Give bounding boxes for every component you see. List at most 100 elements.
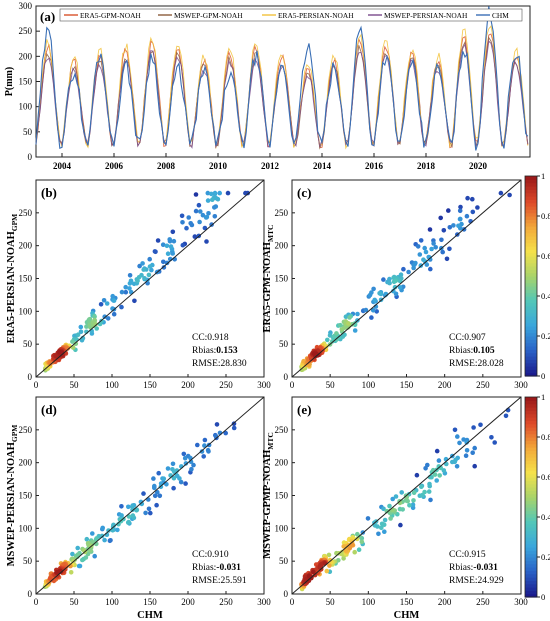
x-tick-label: 100 [362, 380, 376, 390]
x-tick-label: 100 [105, 380, 119, 390]
scatter-point [157, 493, 163, 499]
x-tick-label: 250 [219, 597, 233, 607]
y-tick-label: 100 [275, 523, 289, 533]
scatter-point [381, 506, 386, 512]
scatter-point [146, 272, 152, 278]
scatter-point [180, 242, 186, 248]
scatter-point [105, 316, 111, 321]
colorbar-segment [525, 309, 537, 314]
colorbar-segment [525, 507, 537, 511]
stat-rbias-label: Rbias: [449, 346, 473, 356]
x-tick-label: 300 [514, 380, 528, 390]
y-axis-label-main: ERA5-GPM-NOAH [262, 242, 273, 332]
scatter-point [390, 496, 396, 502]
legend-entry: ERA5-GPM-NOAH [80, 11, 141, 20]
scatter-point [371, 286, 376, 292]
colorbar-segment [525, 457, 537, 461]
colorbar-segment [525, 219, 537, 224]
scatter-point [181, 451, 187, 457]
scatter-point [387, 280, 392, 286]
scatter-point [78, 324, 84, 330]
scatter-point [343, 325, 348, 330]
y-tick-label: 50 [23, 339, 33, 349]
colorbar-segment [525, 540, 537, 545]
y-axis-label-subscript: GPM [10, 425, 19, 443]
scatter-point [110, 306, 115, 311]
scatter-point [126, 519, 131, 525]
colorbar-segment [525, 530, 537, 535]
scatter-point [457, 440, 462, 446]
scatter-point [164, 482, 169, 487]
stat-rbias: Rbias:0.153 [192, 346, 238, 356]
x-tick-label: 150 [143, 380, 157, 390]
stat-rbias: Rbias:-0.031 [449, 563, 498, 573]
scatter-point [134, 507, 140, 513]
scatter-point [93, 322, 98, 327]
scatter-point [422, 245, 428, 251]
scatter-point [441, 468, 447, 473]
scatter-point [370, 308, 376, 313]
scatter-point [388, 516, 393, 521]
y-axis-label-main: MSWEP-PERSIAN-NOAH [6, 442, 17, 566]
scatter-point [423, 466, 428, 471]
scatter-point [434, 478, 440, 483]
scatter-point [151, 476, 156, 481]
scatter-point [92, 553, 97, 559]
colorbar-segment [525, 189, 537, 194]
x-tick-label: 50 [70, 380, 80, 390]
y-axis-label: P(mm) [4, 67, 15, 96]
scatter-point [92, 314, 97, 319]
scatter-point [164, 260, 170, 266]
scatter-point [126, 514, 132, 519]
scatter-point [444, 256, 450, 262]
scatter-point [76, 563, 82, 569]
colorbar-segment [525, 372, 537, 377]
scatter-point [84, 536, 90, 542]
scatter-point [183, 481, 188, 486]
scatter-point [214, 422, 220, 427]
x-tick-label: 300 [257, 380, 271, 390]
colorbar-tick-label: 0 [541, 592, 545, 602]
stat-cc: CC:0.910 [192, 550, 229, 560]
scatter-point [415, 244, 421, 249]
colorbar-segment [525, 302, 537, 307]
scatter-point [446, 208, 451, 213]
colorbar-segment [525, 497, 537, 501]
scatter-point [108, 538, 113, 543]
scatter-point [170, 229, 176, 235]
scatter-point [198, 209, 203, 214]
scatter-point [165, 466, 171, 471]
colorbar-segment [525, 470, 537, 475]
scatter-point [455, 434, 460, 439]
colorbar-segment [525, 450, 537, 455]
colorbar-segment [525, 236, 537, 240]
scatter-point [436, 458, 442, 463]
stat-rbias-value: -0.031 [473, 563, 498, 573]
scatter-point [472, 445, 478, 451]
colorbar-segment [525, 483, 537, 488]
scatter-point [73, 341, 79, 347]
scatter-point [152, 485, 157, 491]
colorbar-segment [525, 356, 537, 360]
scatter-point [193, 192, 199, 197]
colorbar-segment [525, 199, 537, 204]
scatter-point [392, 284, 398, 290]
y-tick-label: 100 [19, 523, 33, 533]
scatter-point [324, 568, 330, 574]
scatter-point [183, 461, 189, 466]
scatter-point [440, 249, 446, 255]
colorbar-segment [525, 427, 537, 431]
colorbar-segment [525, 467, 537, 471]
colorbar-bottom: 0 0.2 0.4 0.6 0.8 1 [524, 392, 550, 602]
colorbar-segment [525, 176, 537, 180]
y-tick-label: 50 [279, 339, 289, 349]
y-tick-label: 250 [275, 208, 289, 218]
colorbar-tick-label: 0.8 [541, 432, 550, 442]
scatter-point [127, 273, 133, 278]
x-axis-label: CHM [394, 610, 420, 621]
scatter-point [204, 239, 209, 244]
scatter-point [184, 225, 189, 231]
colorbar-segment [525, 292, 537, 297]
colorbar-segment [525, 202, 537, 207]
colorbar-segment [525, 460, 537, 465]
